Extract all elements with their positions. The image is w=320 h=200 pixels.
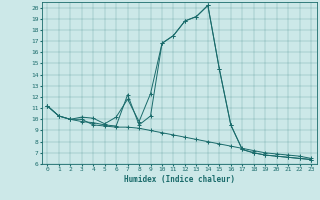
X-axis label: Humidex (Indice chaleur): Humidex (Indice chaleur) (124, 175, 235, 184)
